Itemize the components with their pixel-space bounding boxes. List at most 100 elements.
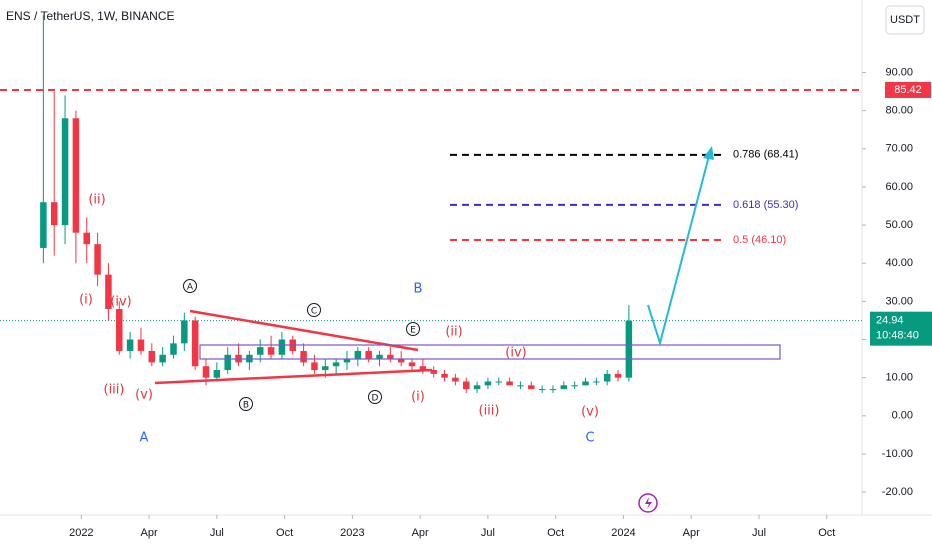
candle-body — [181, 320, 188, 344]
wave-circle — [406, 322, 420, 336]
wave-label: E — [410, 326, 416, 336]
wave-label: (iv) — [505, 346, 526, 361]
x-tick-label: Jul — [481, 527, 495, 539]
countdown-label: 10:48:40 — [876, 330, 919, 342]
candle-body — [387, 354, 394, 359]
x-tick-label: Apr — [141, 527, 158, 539]
candle-body — [278, 339, 286, 355]
candle-body — [83, 232, 90, 245]
candle-body — [614, 373, 622, 378]
candle-body — [354, 350, 362, 359]
x-tick-label: Oct — [818, 527, 835, 539]
fib-label: 0.618 (55.30) — [733, 199, 798, 211]
candle-body — [506, 381, 513, 386]
wave-label: (v) — [135, 388, 153, 403]
candle-body — [126, 339, 134, 351]
y-tick-label: 80.00 — [885, 105, 913, 117]
event-icon[interactable] — [638, 493, 658, 513]
candle-body — [72, 118, 80, 233]
last-price-badge — [870, 311, 932, 346]
y-tick-label: 50.00 — [885, 219, 913, 231]
candle-body — [625, 320, 633, 378]
candle-body — [267, 347, 275, 355]
x-tick-label: 2024 — [611, 527, 635, 539]
candle-body — [593, 381, 600, 383]
candle-body — [408, 362, 416, 367]
wave-label: (i) — [411, 390, 425, 405]
wave-label: A — [187, 283, 194, 293]
y-tick-label: 70.00 — [885, 143, 913, 155]
candle-body — [105, 274, 112, 309]
wave-label: A — [140, 431, 149, 446]
candle-body — [473, 385, 481, 390]
candle-body — [538, 389, 546, 391]
candle-body — [452, 377, 459, 382]
fib-label: 0.786 (68.41) — [733, 149, 798, 161]
wave-label: (iv) — [110, 295, 131, 310]
candle-body — [376, 354, 383, 359]
candle-body — [560, 385, 568, 390]
x-tick-label: 2023 — [340, 527, 364, 539]
wave-label: C — [311, 307, 317, 317]
candle-body — [224, 354, 231, 371]
x-tick-label: Jul — [752, 527, 766, 539]
range-box — [199, 344, 781, 360]
candle-body — [430, 370, 437, 374]
wave-label: D — [372, 394, 379, 404]
candle-body — [191, 320, 199, 367]
wave-label: (ii) — [88, 193, 105, 208]
price-badge — [885, 81, 931, 98]
currency-label[interactable]: USDT — [890, 14, 920, 26]
wave-label: C — [585, 431, 594, 446]
triangle-upper — [189, 309, 419, 352]
candle-body — [94, 244, 101, 275]
currency-button[interactable] — [885, 5, 925, 35]
candle-body — [343, 358, 351, 363]
x-tick-label: Oct — [547, 527, 564, 539]
candle-body — [484, 381, 492, 386]
wave-label: (iii) — [479, 404, 500, 419]
candle-body — [462, 381, 470, 390]
candle-body — [528, 385, 535, 390]
y-tick-label: 30.00 — [885, 295, 913, 307]
candle-body — [148, 350, 156, 363]
wave-label: B — [243, 401, 249, 411]
candle-body — [603, 373, 611, 382]
wave-circle — [183, 279, 197, 293]
price-badge-label: 85.42 — [894, 84, 922, 96]
arrow-head — [703, 146, 714, 160]
x-tick-label: Apr — [412, 527, 429, 539]
y-tick-label: -20.00 — [882, 486, 913, 498]
candle-body — [202, 366, 210, 378]
candle-body — [213, 370, 221, 378]
candle-body — [311, 362, 318, 371]
candle-body — [365, 350, 372, 359]
last-price-label: 24.94 — [876, 315, 904, 327]
symbol-title: ENS / TetherUS, 1W, BINANCE — [6, 9, 175, 23]
candle-body — [441, 373, 448, 378]
candle-body — [300, 350, 307, 363]
candle-body — [571, 385, 578, 387]
y-tick-label: 60.00 — [885, 181, 913, 193]
event-bolt — [645, 497, 652, 509]
candle-body — [517, 385, 524, 387]
candle-body — [419, 366, 427, 371]
candle-body — [50, 202, 58, 226]
y-tick-label: 40.00 — [885, 257, 913, 269]
candle-body — [40, 202, 47, 248]
triangle-lower — [154, 368, 433, 385]
wave-label: (i) — [79, 293, 93, 308]
candle-body — [61, 118, 69, 226]
candle-body — [495, 381, 503, 383]
candle-body — [137, 339, 145, 351]
candle-body — [170, 343, 177, 355]
wave-label: (iii) — [104, 383, 125, 398]
candle-body — [322, 366, 329, 371]
x-tick-label: 2022 — [69, 527, 93, 539]
wave-label: B — [414, 282, 423, 297]
x-tick-label: Oct — [276, 527, 293, 539]
x-tick-label: Apr — [683, 527, 700, 539]
candle-body — [549, 389, 557, 391]
y-tick-label: 90.00 — [885, 66, 913, 78]
y-tick-label: -10.00 — [882, 448, 913, 460]
